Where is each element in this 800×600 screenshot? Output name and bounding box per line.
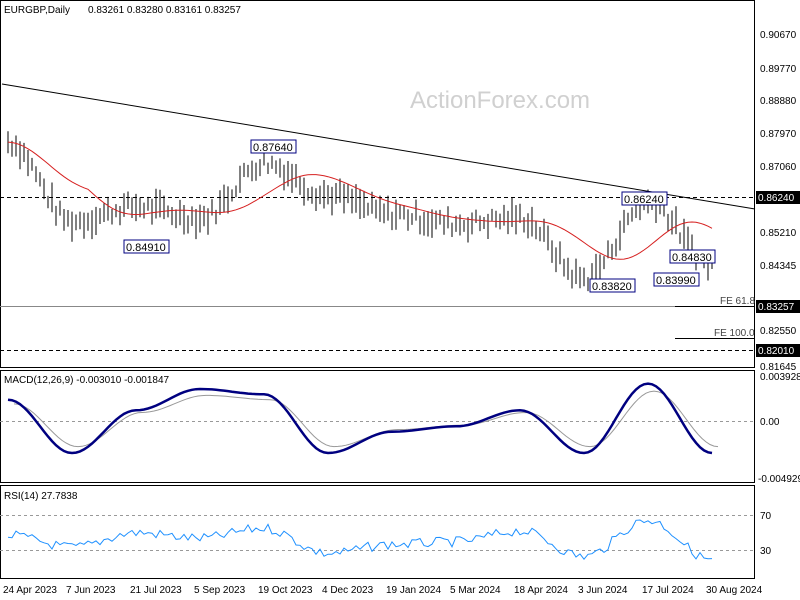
x-label-5: 4 Dec 2023 <box>322 585 374 596</box>
macd-y-axis: 0.003928 0.00 -0.004929 <box>758 372 800 485</box>
x-label-3: 5 Sep 2023 <box>194 585 246 596</box>
y-tick-11: 0.81645 <box>760 362 797 373</box>
y-tick-4: 0.87060 <box>760 162 797 173</box>
x-label-9: 3 Jun 2024 <box>578 585 628 596</box>
x-label-1: 7 Jun 2023 <box>66 585 116 596</box>
x-label-4: 19 Oct 2023 <box>258 585 313 596</box>
macd-line <box>7 382 713 455</box>
y-tick-2: 0.88880 <box>760 96 797 107</box>
price-panel-frame <box>0 0 755 368</box>
y-tick-7: 0.84345 <box>760 261 797 272</box>
ohlc-values: 0.83261 0.83280 0.83161 0.83257 <box>88 5 241 16</box>
y-tick-1: 0.89770 <box>760 64 797 75</box>
symbol-timeframe: EURGBP,Daily <box>4 5 70 16</box>
macd-tick-1: 0.00 <box>760 417 780 428</box>
x-label-6: 19 Jan 2024 <box>386 585 441 596</box>
watermark: ActionForex.com <box>410 87 590 114</box>
x-label-10: 17 Jul 2024 <box>642 585 694 596</box>
y-tick-8: 0.83257 <box>758 302 795 313</box>
svg-text:0.84910: 0.84910 <box>126 242 166 254</box>
x-label-11: 30 Aug 2024 <box>706 585 763 596</box>
annotation-84910: 0.84910 <box>123 239 170 254</box>
rsi-y-axis: 70 30 <box>760 511 772 557</box>
svg-text:0.87640: 0.87640 <box>253 142 293 154</box>
svg-text:0.84830: 0.84830 <box>672 252 712 264</box>
rsi-tick-70: 70 <box>760 511 772 522</box>
fe618-label: FE 61.8 <box>720 296 755 307</box>
y-tick-5: 0.86240 <box>758 193 795 204</box>
macd-panel-frame <box>0 370 755 483</box>
annotation-83820: 0.83820 <box>589 278 636 293</box>
x-label-2: 21 Jul 2023 <box>130 585 182 596</box>
y-tick-0: 0.90670 <box>760 30 797 41</box>
y-tick-3: 0.87970 <box>760 129 797 140</box>
macd-title: MACD(12,26,9) -0.003010 -0.001847 <box>4 375 170 386</box>
current-price-tag <box>756 300 800 313</box>
annotation-83990: 0.83990 <box>653 272 700 287</box>
trendline <box>1 83 756 210</box>
rsi-title: RSI(14) 27.7838 <box>4 491 78 502</box>
svg-text:0.86240: 0.86240 <box>624 194 664 206</box>
svg-text:0.83820: 0.83820 <box>592 281 632 293</box>
annotation-86240: 0.86240 <box>621 191 668 206</box>
rsi-line <box>7 519 713 561</box>
annotation-84830: 0.84830 <box>669 249 716 264</box>
macd-tick-2: -0.004929 <box>758 474 800 485</box>
x-label-8: 18 Apr 2024 <box>514 585 568 596</box>
x-label-7: 5 Mar 2024 <box>450 585 501 596</box>
rsi-panel-frame <box>0 485 755 579</box>
support-price-tag <box>756 344 800 357</box>
x-axis: 24 Apr 2023 7 Jun 2023 21 Jul 2023 5 Sep… <box>3 585 763 596</box>
y-tick-9: 0.82550 <box>760 326 797 337</box>
x-label-0: 24 Apr 2023 <box>3 585 57 596</box>
y-tick-6: 0.85210 <box>760 228 797 239</box>
y-tick-10: 0.82010 <box>758 346 795 357</box>
resistance-price-tag <box>756 191 800 204</box>
moving-average-line <box>7 141 713 260</box>
rsi-tick-30: 30 <box>760 546 772 557</box>
macd-tick-0: 0.003928 <box>760 372 800 383</box>
fe100-label: FE 100.0 <box>714 328 755 339</box>
svg-text:0.83990: 0.83990 <box>656 275 696 287</box>
price-y-axis: 0.90670 0.89770 0.88880 0.87970 0.87060 … <box>756 30 800 373</box>
annotation-87640: 0.87640 <box>250 139 297 154</box>
price-bars <box>7 131 713 292</box>
